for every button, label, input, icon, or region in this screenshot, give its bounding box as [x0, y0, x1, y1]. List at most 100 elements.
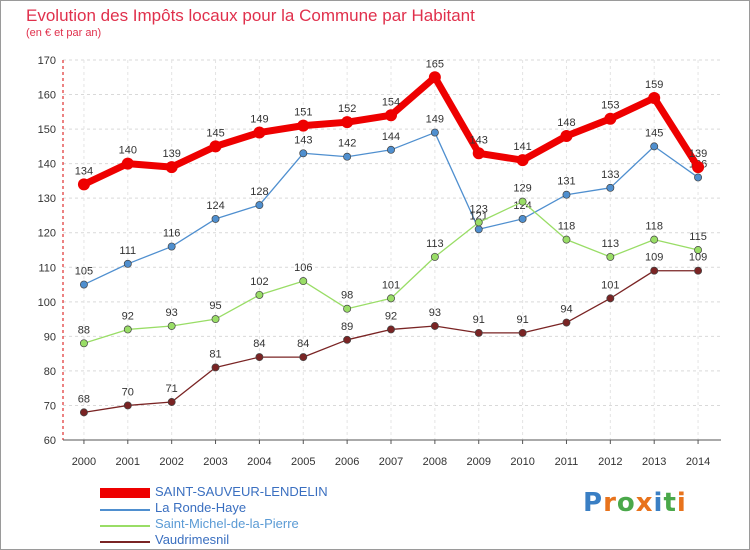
legend-swatch	[100, 525, 150, 527]
data-label: 118	[645, 221, 663, 233]
data-point	[341, 116, 354, 129]
data-point	[694, 246, 703, 254]
y-tick-label: 140	[38, 159, 56, 171]
proxiti-logo: Proxiti	[583, 488, 687, 518]
data-point	[428, 71, 441, 84]
data-label: 98	[341, 290, 353, 302]
data-point	[255, 290, 264, 299]
data-label: 91	[516, 314, 528, 326]
data-label: 81	[209, 348, 221, 360]
legend-label: La Ronde-Haye	[155, 500, 247, 515]
data-label: 93	[429, 307, 441, 319]
y-tick-label: 70	[44, 400, 56, 412]
data-label: 148	[557, 117, 575, 129]
data-label: 129	[513, 183, 531, 195]
data-label: 84	[253, 338, 265, 350]
data-point	[430, 252, 439, 261]
logo-letter: i	[676, 488, 687, 518]
data-point	[604, 112, 617, 125]
data-point	[694, 266, 703, 275]
data-label: 101	[601, 279, 619, 291]
x-tick-label: 2000	[72, 456, 96, 468]
logo-letter: i	[653, 488, 664, 518]
x-tick-label: 2001	[116, 456, 140, 468]
data-point	[167, 242, 176, 251]
logo-letter: o	[616, 488, 636, 518]
data-point	[606, 183, 615, 192]
x-tick-label: 2006	[335, 456, 359, 468]
data-label: 149	[426, 114, 444, 126]
data-label: 92	[122, 310, 134, 322]
data-point	[385, 109, 397, 122]
data-label: 109	[689, 252, 707, 264]
data-label: 151	[294, 107, 312, 119]
data-point	[167, 398, 176, 406]
data-point	[560, 130, 573, 142]
data-point	[255, 353, 264, 362]
data-label: 131	[557, 176, 575, 188]
data-point	[299, 353, 308, 362]
legend-label: Vaudrimesnil	[155, 532, 230, 547]
data-label: 93	[166, 307, 178, 319]
data-label: 142	[338, 138, 356, 150]
data-label: 121	[470, 210, 488, 222]
data-point	[430, 322, 439, 330]
data-label: 139	[162, 148, 180, 160]
x-tick-label: 2010	[510, 456, 534, 468]
y-tick-label: 90	[44, 331, 56, 343]
data-point	[209, 140, 222, 153]
data-label: 101	[382, 279, 400, 291]
chart-title: Evolution des Impôts locaux pour la Comm…	[26, 6, 475, 25]
legend-swatch	[100, 509, 150, 511]
logo-letter: r	[603, 488, 617, 518]
data-point	[255, 201, 264, 210]
data-label: 128	[250, 186, 268, 198]
logo-letter: t	[663, 488, 677, 518]
data-label: 95	[209, 300, 221, 312]
data-point	[562, 235, 571, 244]
data-point	[650, 142, 659, 151]
data-point	[253, 126, 266, 139]
x-tick-label: 2012	[598, 456, 622, 468]
data-label: 134	[75, 165, 93, 177]
data-point	[648, 92, 661, 104]
data-label: 106	[294, 262, 312, 274]
y-tick-label: 100	[38, 297, 56, 309]
data-label: 70	[122, 386, 134, 398]
data-label: 91	[473, 314, 485, 326]
data-label: 133	[601, 169, 619, 181]
data-point	[79, 408, 88, 417]
chart-subtitle: (en € et par an)	[26, 27, 102, 39]
logo-letter: P	[583, 488, 604, 518]
x-tick-label: 2002	[159, 456, 183, 468]
data-label: 124	[206, 200, 224, 212]
data-point	[430, 128, 439, 137]
data-point	[692, 161, 705, 174]
legend-swatch	[100, 541, 150, 543]
data-point	[387, 294, 395, 303]
x-tick-label: 2009	[466, 456, 490, 468]
data-label: 145	[206, 127, 224, 139]
data-label: 88	[78, 324, 90, 336]
data-label: 116	[163, 228, 181, 240]
x-tick-label: 2014	[686, 456, 710, 468]
data-label: 118	[558, 221, 576, 233]
data-label: 109	[645, 252, 663, 264]
y-tick-label: 80	[44, 366, 56, 378]
data-label: 152	[338, 103, 356, 115]
x-tick-label: 2007	[379, 456, 403, 468]
data-point	[474, 328, 483, 337]
data-label: 140	[119, 145, 137, 157]
data-label: 92	[385, 310, 397, 322]
legend-label: SAINT-SAUVEUR-LENDELIN	[155, 484, 328, 499]
data-label: 105	[75, 266, 93, 278]
data-point	[387, 145, 395, 154]
legend-label: Saint-Michel-de-la-Pierre	[155, 516, 299, 531]
data-label: 143	[470, 134, 488, 146]
data-label: 94	[560, 304, 572, 316]
data-label: 139	[689, 148, 707, 160]
data-point	[606, 252, 615, 261]
data-point	[518, 197, 527, 206]
y-tick-label: 120	[38, 228, 56, 240]
